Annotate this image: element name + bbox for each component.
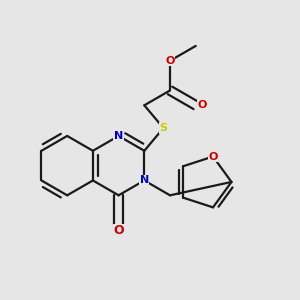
Text: O: O bbox=[113, 224, 124, 237]
Text: O: O bbox=[208, 152, 218, 161]
Text: N: N bbox=[140, 176, 149, 185]
Text: N: N bbox=[114, 131, 123, 141]
Text: O: O bbox=[197, 100, 207, 110]
Text: S: S bbox=[159, 123, 167, 133]
Text: O: O bbox=[165, 56, 175, 66]
